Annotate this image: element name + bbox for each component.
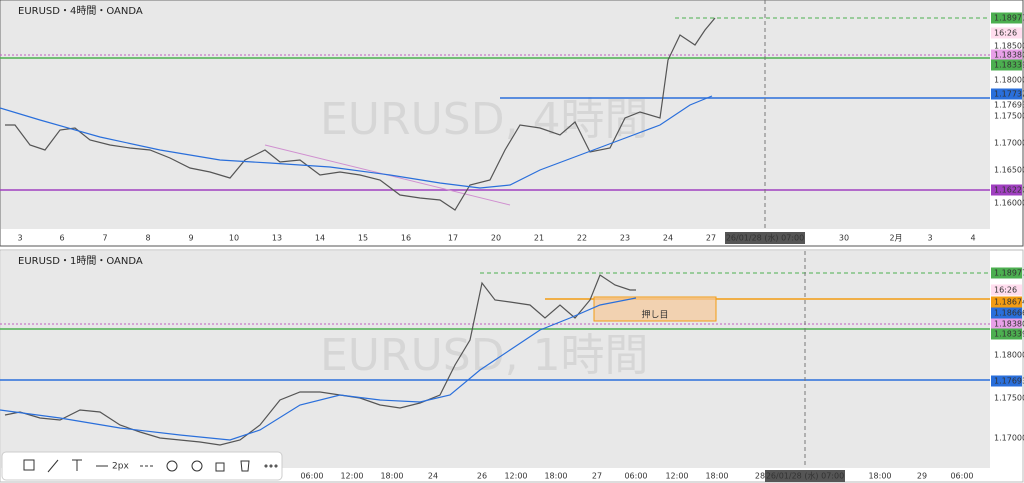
stroke-width[interactable]: 2px xyxy=(112,462,129,472)
x-label: 12:00 xyxy=(340,472,363,481)
x-label: 4 xyxy=(970,234,975,243)
crosshair-label: 26/01/28 (水) 07:00 xyxy=(726,233,804,243)
price-label: 1.16000 xyxy=(994,199,1024,208)
price-badge xyxy=(991,27,1022,39)
moving-average xyxy=(0,297,637,441)
x-label: 3 xyxy=(927,234,932,243)
x-label: 29 xyxy=(917,472,927,481)
x-label: 16 xyxy=(401,234,411,243)
price-badge xyxy=(991,328,1022,340)
x-label: 17 xyxy=(448,234,458,243)
price-label: 1.18339 xyxy=(994,61,1024,70)
price-label: 1.17693 xyxy=(994,101,1024,110)
price-label: 1.17000 xyxy=(994,434,1024,443)
annotation-box xyxy=(593,296,717,322)
crosshair-badge xyxy=(725,232,805,244)
watermark: EURUSD, 4時間 xyxy=(320,94,649,145)
x-label: 8 xyxy=(145,234,150,243)
crosshair-badge xyxy=(765,470,845,482)
x-label: 14 xyxy=(315,234,325,243)
x-label: 12:00 xyxy=(665,472,688,481)
x-label: 27 xyxy=(592,472,602,481)
price-label: 1.18339 xyxy=(994,330,1024,339)
x-label: 24 xyxy=(663,234,673,243)
price-badge xyxy=(991,284,1022,296)
price-label: 1.18977 xyxy=(994,14,1024,23)
price-label: 1.18380 xyxy=(994,320,1024,329)
price-label: 1.18380 xyxy=(994,51,1024,60)
x-label: 06:00 xyxy=(300,472,323,481)
x-label: 18:00 xyxy=(380,472,403,481)
price-label: 1.17693 xyxy=(994,377,1024,386)
price-label: 1.18000 xyxy=(994,351,1024,360)
x-label: 6 xyxy=(59,234,64,243)
price-label: 1.18500 xyxy=(994,42,1024,51)
x-label: 26 xyxy=(477,472,487,481)
panel-border xyxy=(0,249,1024,483)
price-badge xyxy=(991,59,1022,71)
price-badge xyxy=(991,49,1022,61)
x-label: 18:00 xyxy=(868,472,891,481)
price-badge xyxy=(991,307,1022,319)
moving-average xyxy=(0,95,713,189)
price-badge xyxy=(991,267,1022,279)
price-label: 16:26 xyxy=(994,29,1017,38)
x-label: 23 xyxy=(620,234,630,243)
price-label: 1.18000 xyxy=(994,76,1024,85)
x-label: 06:00 xyxy=(950,472,973,481)
price-label: 1.18674 xyxy=(994,298,1024,307)
price-badge xyxy=(991,318,1022,330)
price-label: 16:26 xyxy=(994,286,1017,295)
price-badge xyxy=(991,375,1022,387)
x-label: 21 xyxy=(534,234,544,243)
x-label: 15 xyxy=(358,234,368,243)
x-label: 20 xyxy=(491,234,501,243)
x-label: 24 xyxy=(428,472,438,481)
price-label: 1.17500 xyxy=(994,394,1024,403)
x-label: 2月 xyxy=(889,234,902,243)
price-label: 1.17500 xyxy=(994,112,1024,121)
x-label: 7 xyxy=(102,234,107,243)
x-label: 3 xyxy=(17,234,22,243)
price-label: 1.17000 xyxy=(994,139,1024,148)
watermark: EURUSD, 1時間 xyxy=(320,330,649,381)
x-label: 18:00 xyxy=(544,472,567,481)
crosshair-label: 26/01/28 (水) 07:00 xyxy=(766,471,844,481)
chart-area xyxy=(1,1,990,229)
panel-border xyxy=(0,0,1024,247)
toolbar-icons xyxy=(23,459,278,473)
price-badge xyxy=(991,184,1022,196)
x-label: 27 xyxy=(706,234,716,243)
price-badge xyxy=(991,12,1022,24)
annotation: 押し目 xyxy=(641,309,668,321)
x-label: 22 xyxy=(577,234,587,243)
x-label: 06:00 xyxy=(624,472,647,481)
price-label: 1.18977 xyxy=(994,269,1024,278)
panel-title: EURUSD・1時間・OANDA xyxy=(18,255,143,267)
x-label: 18:00 xyxy=(705,472,728,481)
price-badge xyxy=(991,88,1022,100)
x-label: 9 xyxy=(188,234,193,243)
x-label: 12:00 xyxy=(504,472,527,481)
x-label: 30 xyxy=(839,234,849,243)
panel-title: EURUSD・4時間・OANDA xyxy=(18,5,143,17)
price-label: 1.17732 xyxy=(994,90,1024,99)
price-label: 1.18666 xyxy=(994,309,1024,318)
x-label: 28 xyxy=(755,472,765,481)
price-label: 1.16220 xyxy=(994,186,1024,195)
x-label: 10 xyxy=(229,234,239,243)
price-line xyxy=(5,17,716,211)
price-badge xyxy=(991,296,1022,308)
x-label: 13 xyxy=(272,234,282,243)
price-label: 1.16500 xyxy=(994,166,1024,175)
